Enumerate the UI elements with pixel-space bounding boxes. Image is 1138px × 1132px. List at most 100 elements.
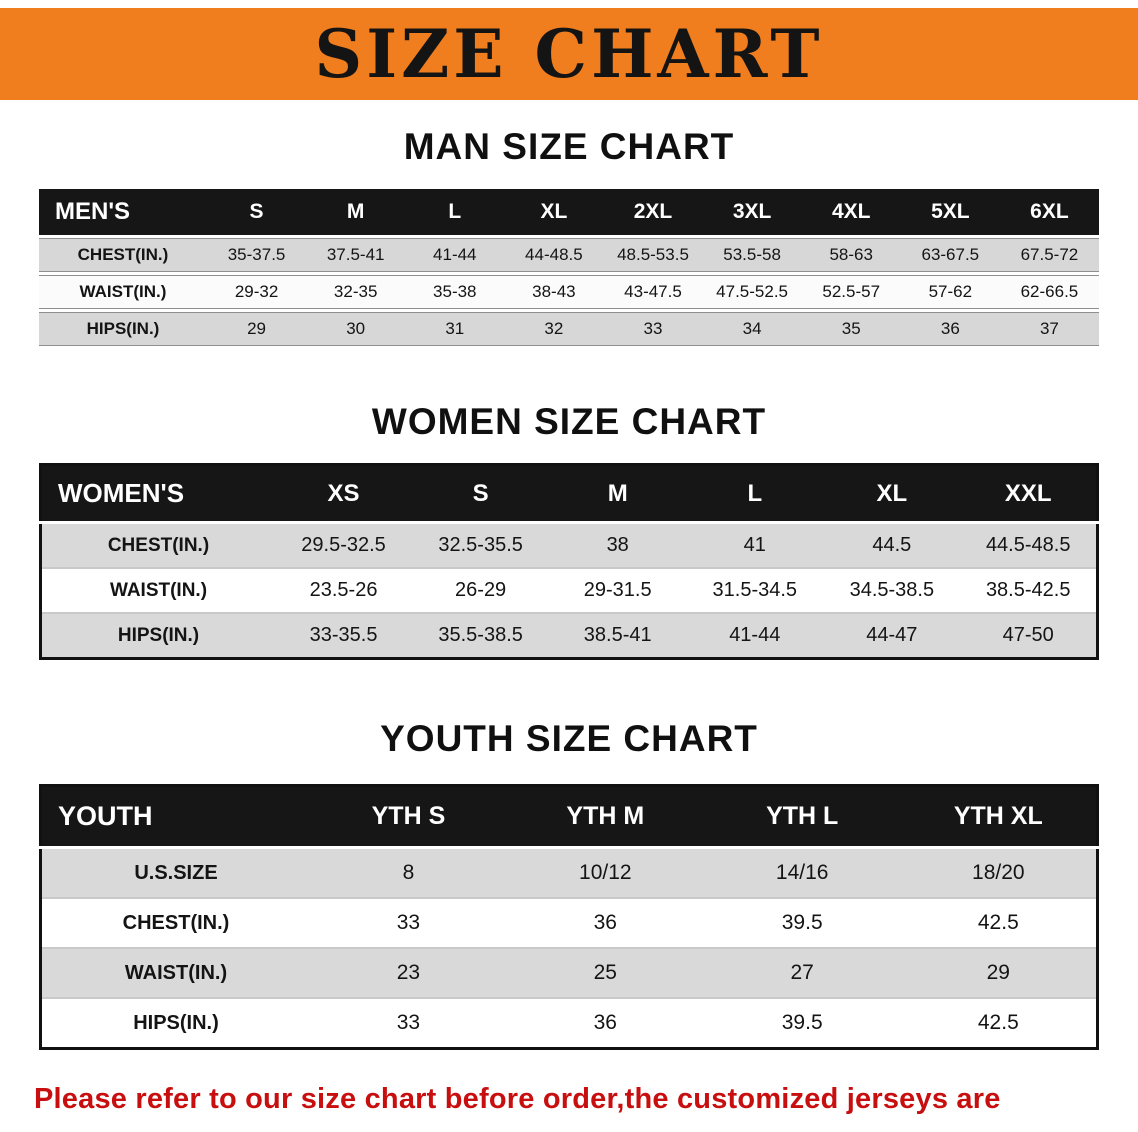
table-cell: 39.5 (703, 898, 901, 948)
table-cell: 29-32 (207, 275, 307, 309)
column-header: YTH XL (900, 785, 1098, 848)
row-label: CHEST(IN.) (40, 898, 310, 948)
men-section-heading: MAN SIZE CHART (403, 126, 735, 167)
table-cell: 42.5 (900, 898, 1098, 948)
table-cell: 36 (506, 898, 704, 948)
column-header: M (549, 464, 687, 523)
column-header: 4XL (801, 189, 901, 235)
table-cell: 57-62 (900, 275, 1000, 309)
row-label: WAIST(IN.) (40, 948, 310, 998)
column-header: 2XL (603, 189, 703, 235)
footer-note: Please refer to our size chart before or… (34, 1076, 1108, 1132)
table-cell: 37 (999, 312, 1099, 346)
column-header: 5XL (900, 189, 1000, 235)
table-cell: 26-29 (412, 568, 550, 613)
table-cell: 25 (506, 948, 704, 998)
women-size-table: WOMEN'S XS S M L XL XXL CHEST(IN.) 29.5-32.5 32.5… (39, 463, 1099, 660)
table-cell: 47-50 (960, 613, 1098, 659)
table-cell: 36 (900, 312, 1000, 346)
row-label: WAIST(IN.) (40, 568, 275, 613)
table-cell: 44.5 (823, 522, 961, 568)
table-cell: 33 (310, 898, 507, 948)
table-cell: 47.5-52.5 (702, 275, 802, 309)
table-cell: 41 (686, 522, 824, 568)
table-row: HIPS(IN.) 29 30 31 32 33 34 35 36 37 (39, 312, 1099, 346)
table-cell: 33 (310, 998, 507, 1049)
footer-note-line1: Please refer to our size chart before or… (34, 1083, 1001, 1132)
table-cell: 34.5-38.5 (823, 568, 961, 613)
column-header: YTH L (703, 785, 901, 848)
table-cell: 35 (801, 312, 901, 346)
table-corner-label: MEN'S (39, 189, 207, 235)
youth-section-heading: YOUTH SIZE CHART (380, 718, 758, 759)
table-cell: 38 (549, 522, 687, 568)
column-header: 6XL (999, 189, 1099, 235)
table-cell: 44.5-48.5 (960, 522, 1098, 568)
table-row: WAIST(IN.) 29-32 32-35 35-38 38-43 43-47.5 47.… (39, 275, 1099, 309)
table-cell: 32.5-35.5 (412, 522, 550, 568)
table-cell: 31 (405, 312, 505, 346)
table-cell: 37.5-41 (306, 238, 406, 272)
row-label: HIPS(IN.) (40, 613, 275, 659)
table-cell: 44-48.5 (504, 238, 604, 272)
table-cell: 48.5-53.5 (603, 238, 703, 272)
table-cell: 27 (703, 948, 901, 998)
table-cell: 30 (306, 312, 406, 346)
men-section: MAN SIZE CHART MEN'S S M L XL 2XL 3XL 4XL 5XL 6XL… (0, 126, 1138, 349)
column-header: L (405, 189, 505, 235)
table-cell: 38.5-42.5 (960, 568, 1098, 613)
column-header: YTH M (506, 785, 704, 848)
table-cell: 14/16 (703, 847, 901, 898)
table-cell: 52.5-57 (801, 275, 901, 309)
table-cell: 43-47.5 (603, 275, 703, 309)
table-row: CHEST(IN.) 33 36 39.5 42.5 (40, 898, 1098, 948)
column-header: S (412, 464, 550, 523)
table-row: WAIST(IN.) 23.5-26 26-29 29-31.5 31.5-34.5 34… (40, 568, 1098, 613)
table-cell: 33 (603, 312, 703, 346)
table-cell: 41-44 (686, 613, 824, 659)
table-row: U.S.SIZE 8 10/12 14/16 18/20 (40, 847, 1098, 898)
column-header: S (207, 189, 307, 235)
banner: SIZE CHART (0, 8, 1138, 100)
table-cell: 35-37.5 (207, 238, 307, 272)
men-size-table: MEN'S S M L XL 2XL 3XL 4XL 5XL 6XL CHEST(IN.) 35-37… (39, 186, 1099, 349)
table-cell: 29 (900, 948, 1098, 998)
table-cell: 33-35.5 (275, 613, 413, 659)
page-title: SIZE CHART (314, 15, 824, 93)
column-header: XL (504, 189, 604, 235)
table-cell: 23.5-26 (275, 568, 413, 613)
column-header: XL (823, 464, 961, 523)
youth-size-table: YOUTH YTH S YTH M YTH L YTH XL U.S.SIZE 8 10/12… (39, 784, 1099, 1050)
table-cell: 32 (504, 312, 604, 346)
table-cell: 38-43 (504, 275, 604, 309)
column-header: XXL (960, 464, 1098, 523)
table-cell: 35-38 (405, 275, 505, 309)
table-cell: 32-35 (306, 275, 406, 309)
table-cell: 62-66.5 (999, 275, 1099, 309)
table-cell: 8 (310, 847, 507, 898)
table-cell: 58-63 (801, 238, 901, 272)
table-cell: 29 (207, 312, 307, 346)
table-row: CHEST(IN.) 35-37.5 37.5-41 41-44 44-48.5 48.5… (39, 238, 1099, 272)
table-header-row: WOMEN'S XS S M L XL XXL (40, 464, 1098, 523)
table-cell: 18/20 (900, 847, 1098, 898)
table-cell: 34 (702, 312, 802, 346)
column-header: L (686, 464, 824, 523)
table-cell: 41-44 (405, 238, 505, 272)
table-corner-label: WOMEN'S (40, 464, 275, 523)
women-section-heading: WOMEN SIZE CHART (371, 401, 767, 442)
row-label: U.S.SIZE (40, 847, 310, 898)
youth-section: YOUTH SIZE CHART YOUTH YTH S YTH M YTH L YTH… (0, 718, 1138, 1050)
row-label: HIPS(IN.) (39, 312, 207, 346)
table-cell: 63-67.5 (900, 238, 1000, 272)
row-label: CHEST(IN.) (39, 238, 207, 272)
row-label: HIPS(IN.) (40, 998, 310, 1049)
table-row: WAIST(IN.) 23 25 27 29 (40, 948, 1098, 998)
table-row: CHEST(IN.) 29.5-32.5 32.5-35.5 38 41 44.5 44.5… (40, 522, 1098, 568)
table-cell: 38.5-41 (549, 613, 687, 659)
table-corner-label: YOUTH (40, 785, 310, 848)
table-cell: 44-47 (823, 613, 961, 659)
table-row: HIPS(IN.) 33-35.5 35.5-38.5 38.5-41 41-44 44-… (40, 613, 1098, 659)
table-cell: 42.5 (900, 998, 1098, 1049)
table-header-row: YOUTH YTH S YTH M YTH L YTH XL (40, 785, 1098, 848)
